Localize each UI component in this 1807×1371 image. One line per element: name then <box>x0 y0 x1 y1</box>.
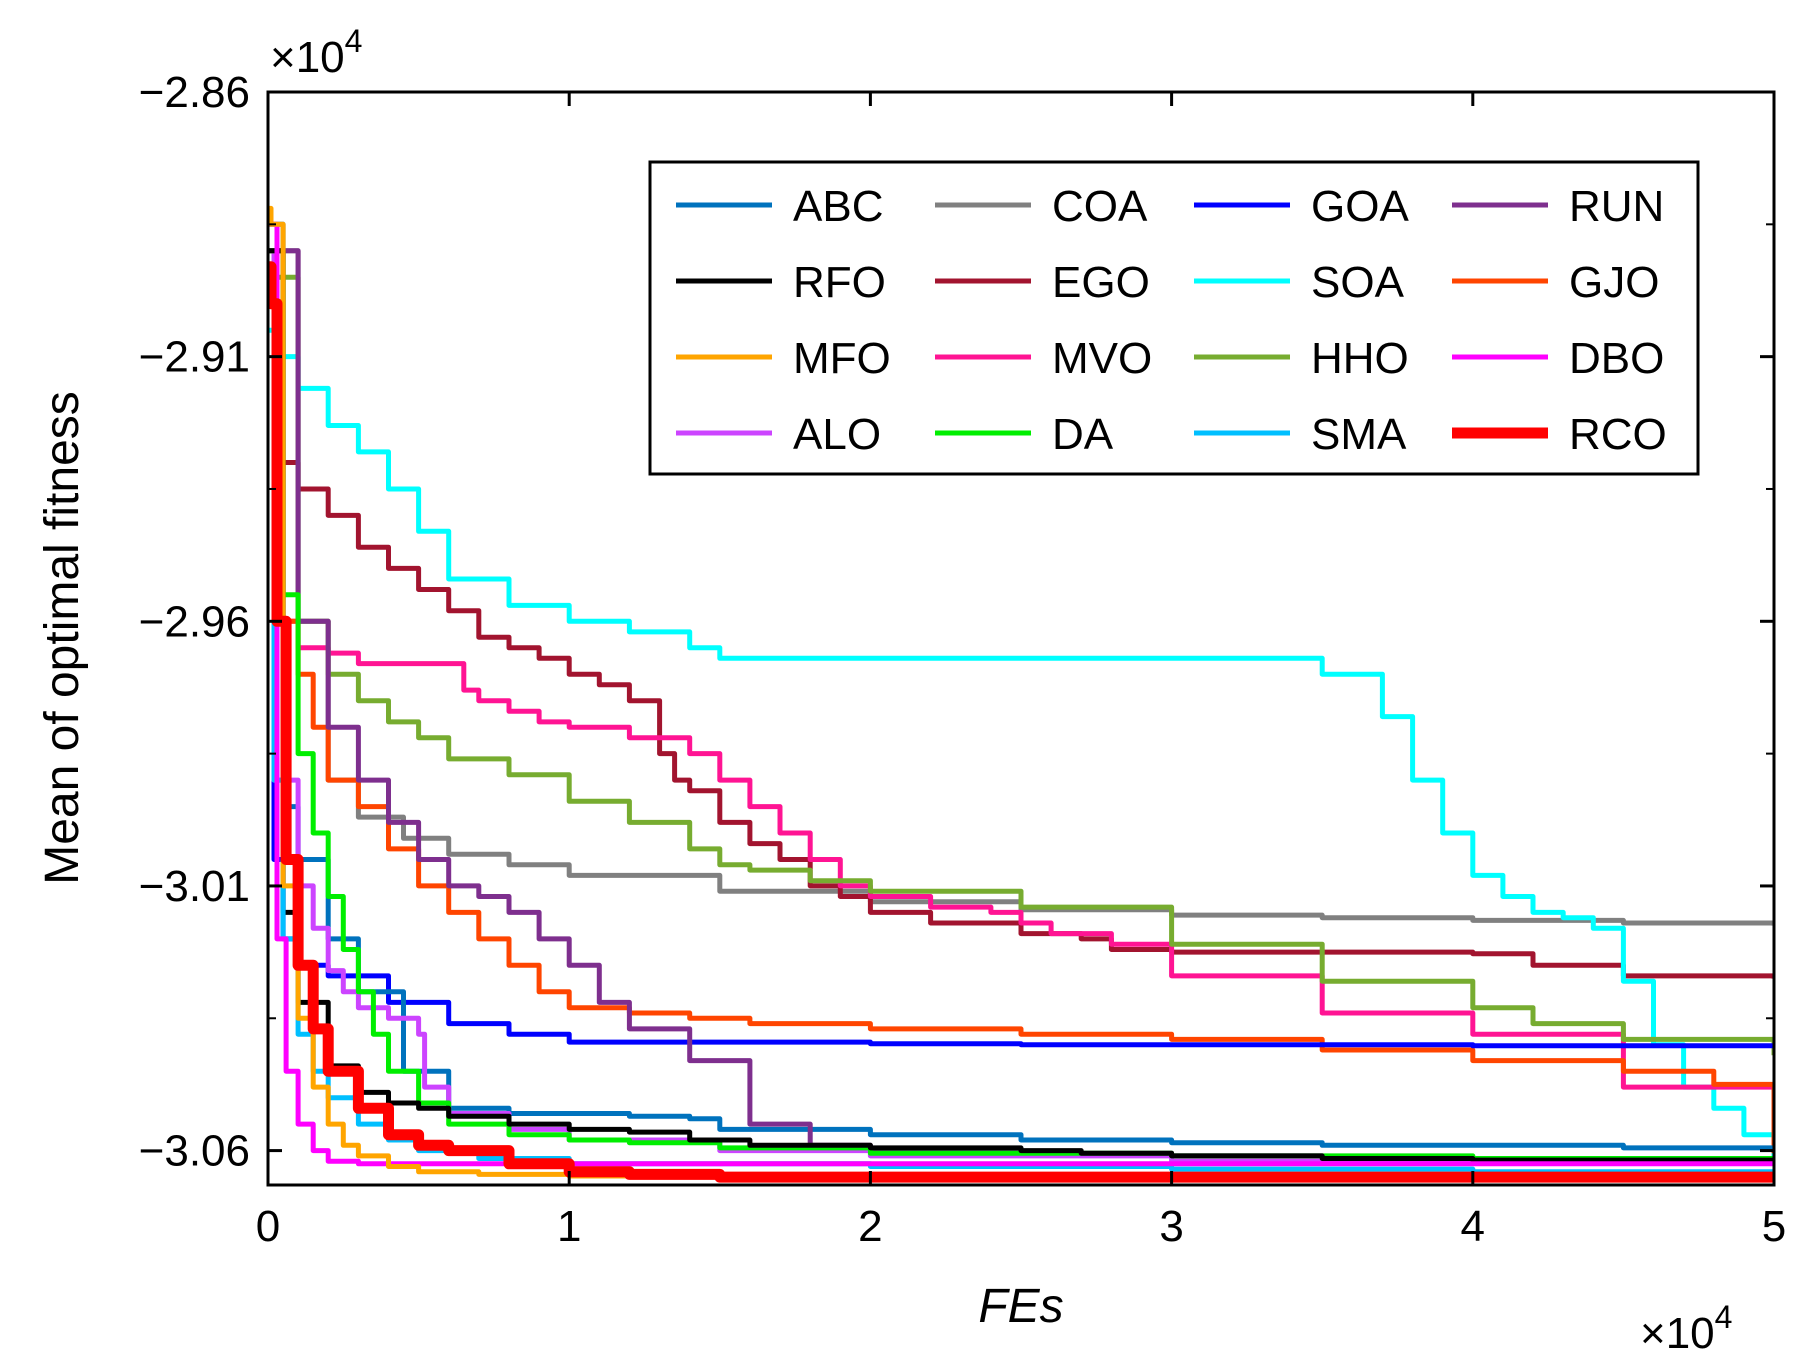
legend-label-dbo: DBO <box>1569 334 1664 383</box>
legend-label-soa: SOA <box>1311 258 1405 307</box>
y-tick-label: −3.06 <box>139 1127 250 1176</box>
series-line-mvo <box>268 248 1774 1111</box>
legend-label-goa: GOA <box>1311 182 1409 231</box>
legend-label-gjo: GJO <box>1569 258 1659 307</box>
x-tick-label: 1 <box>557 1202 581 1251</box>
series-line-soa <box>268 327 1774 1164</box>
legend-label-rco: RCO <box>1569 410 1667 459</box>
legend-label-ego: EGO <box>1052 258 1150 307</box>
y-axis-title: Mean of optimal fitness <box>36 391 89 885</box>
series-line-ego <box>268 274 1774 979</box>
y-exponent-power: 4 <box>345 23 363 59</box>
legend-label-mvo: MVO <box>1052 334 1152 383</box>
legend-label-hho: HHO <box>1311 334 1409 383</box>
legend-label-sma: SMA <box>1311 410 1407 459</box>
x-tick-label: 4 <box>1461 1202 1485 1251</box>
legend-label-coa: COA <box>1052 182 1148 231</box>
series-layer <box>268 205 1774 1183</box>
ticks-layer: 0 1 2 3 4 5 −2.86 −2.91 −2.96 −3.01 −3.06 <box>139 68 1787 1251</box>
x-tick-label: 3 <box>1159 1202 1183 1251</box>
y-tick-label: −2.96 <box>139 597 250 646</box>
x-exponent-power: 4 <box>1715 1299 1733 1335</box>
legend: ABC COA GOA RUN RFO EGO SOA GJO MFO MVO HHO DBO ALO D… <box>648 160 1700 476</box>
legend-label-rfo: RFO <box>793 258 886 307</box>
plot-frame <box>266 90 1776 1187</box>
series-line-gjo <box>268 248 1774 1154</box>
series-line-dbo <box>268 221 1774 1167</box>
legend-label-run: RUN <box>1569 182 1664 231</box>
x-axis-title: FEs <box>978 1280 1063 1333</box>
legend-label-da: DA <box>1052 410 1114 459</box>
y-tick-label: −2.91 <box>139 333 250 382</box>
series-line-rco <box>268 261 1774 1183</box>
legend-label-abc: ABC <box>793 182 883 231</box>
x-tick-label: 2 <box>858 1202 882 1251</box>
series-line-hho <box>268 274 1774 1056</box>
y-exponent-label: ×104 <box>270 23 362 82</box>
x-exponent-label: ×104 <box>1640 1299 1732 1358</box>
legend-box <box>648 160 1700 476</box>
x-tick-label: 0 <box>256 1202 280 1251</box>
y-tick-label: −3.01 <box>139 862 250 911</box>
legend-label-alo: ALO <box>793 410 881 459</box>
legend-label-mfo: MFO <box>793 334 891 383</box>
series-line-abc <box>268 221 1774 1151</box>
y-tick-label: −2.86 <box>139 68 250 117</box>
x-tick-label: 5 <box>1762 1202 1786 1251</box>
